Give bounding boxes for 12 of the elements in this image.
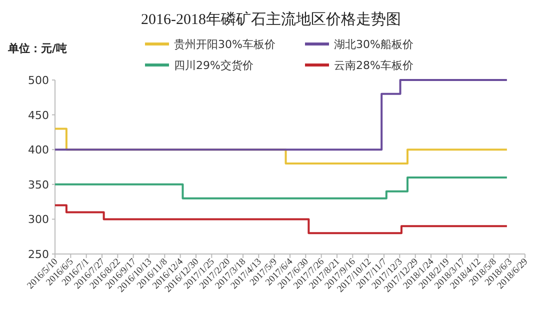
legend-label: 贵州开阳30%车板价 (174, 38, 276, 51)
y-tick-label: 400 (28, 144, 49, 157)
y-tick-label: 250 (28, 248, 49, 261)
y-tick-label: 300 (28, 213, 49, 226)
y-tick-label: 500 (28, 74, 49, 87)
y-tick-label: 450 (28, 108, 49, 122)
legend-label: 云南28%车板价 (334, 59, 414, 72)
y-tick-label: 350 (28, 178, 49, 192)
legend-label: 湖北30%船板价 (334, 38, 414, 51)
ylabel: 单位：元/吨 (8, 42, 68, 55)
legend-label: 四川29%交货价 (174, 59, 254, 72)
title: 2016-2018年磷矿石主流地区价格走势图 (141, 12, 401, 28)
